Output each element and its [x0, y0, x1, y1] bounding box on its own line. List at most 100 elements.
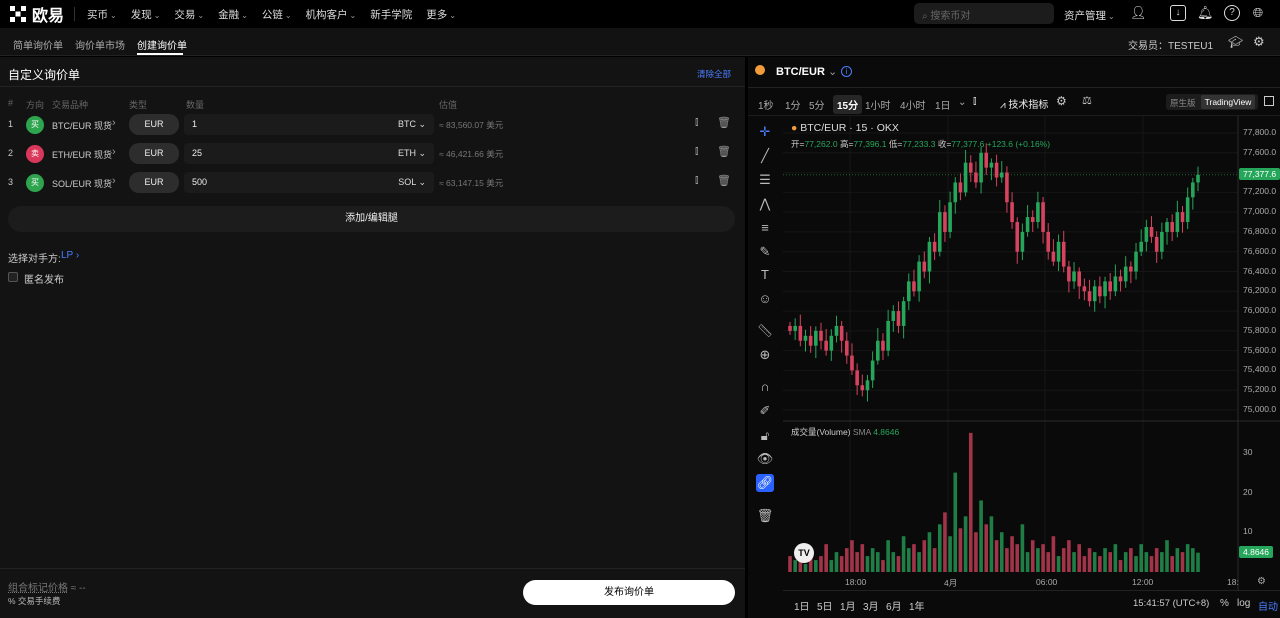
tradingview-logo[interactable]: TV	[794, 543, 814, 563]
leg-type-button[interactable]: EUR	[129, 114, 179, 135]
range-5[interactable]: 1年	[909, 602, 925, 613]
percent-scale-button[interactable]: %	[1220, 598, 1229, 609]
chevron-right-icon[interactable]: ›	[112, 146, 116, 158]
candle-chart-icon[interactable]: ⫾	[695, 116, 699, 128]
link-icon[interactable]: 🔗︎	[756, 474, 774, 492]
timeframe-5[interactable]: 4小时	[900, 101, 926, 112]
nav-item[interactable]: 发现 ⌄	[131, 7, 161, 22]
leg-row: 3 买 SOL/EUR 现货 › EUR 500 SOL ⌄ ≈ 63,147.1…	[0, 171, 745, 195]
range-2[interactable]: 1月	[840, 602, 856, 613]
leg-instrument[interactable]: BTC/EUR 现货	[52, 121, 113, 131]
counterparty-select[interactable]: LP ›	[61, 250, 79, 261]
nav-item[interactable]: 公链 ⌄	[262, 7, 292, 22]
trash-icon[interactable]: 🗑︎	[717, 175, 731, 187]
assets-menu[interactable]: 资产管理 ⌄	[1064, 8, 1115, 23]
brand-logo[interactable]: 欧易	[10, 2, 64, 26]
lock-icon[interactable]: 🔓︎	[760, 428, 770, 443]
chevron-right-icon[interactable]: ›	[112, 175, 116, 187]
candle-chart-icon[interactable]: ⫾	[695, 145, 699, 157]
crosshair-icon[interactable]: ✛	[759, 124, 771, 139]
fib-icon[interactable]: ≡	[761, 220, 769, 235]
gear-icon[interactable]: ⚙	[1253, 34, 1265, 49]
publish-rfq-button[interactable]: 发布询价单	[523, 580, 735, 605]
chart-settings-icon[interactable]: ⚙	[1056, 94, 1067, 108]
globe-icon[interactable]: 🌐︎	[1252, 5, 1264, 20]
range-0[interactable]: 1日	[794, 602, 810, 613]
zoom-in-icon[interactable]: ⊕	[759, 347, 771, 362]
log-scale-button[interactable]: log	[1237, 598, 1251, 609]
timeframe-2[interactable]: 5分	[809, 101, 825, 112]
anonymous-checkbox[interactable]	[8, 272, 18, 282]
tab-simple-rfq[interactable]: 简单询价单	[13, 41, 63, 52]
add-edit-legs-button[interactable]: 添加/编辑腿	[8, 206, 735, 232]
timeframe-1[interactable]: 1分	[785, 101, 801, 112]
leg-quantity-input[interactable]: 1 BTC ⌄	[184, 114, 434, 135]
tab-create-rfq[interactable]: 创建询价单	[137, 41, 187, 52]
fee-link[interactable]: % 交易手续费	[8, 596, 61, 606]
fullscreen-icon[interactable]	[1264, 96, 1274, 106]
leg-type-button[interactable]: EUR	[129, 172, 179, 193]
eye-icon[interactable]: 👁︎	[756, 451, 774, 466]
ruler-icon[interactable]: 📏︎	[756, 323, 774, 338]
timeframe-more-chevron-icon[interactable]: ⌄	[958, 97, 967, 108]
pair-selector[interactable]: BTC/EUR ⌄	[776, 65, 837, 78]
leg-side-badge[interactable]: 卖	[26, 145, 44, 163]
lock-drawing-icon[interactable]: ✐	[759, 403, 771, 418]
trash-icon[interactable]: 🗑︎	[717, 146, 731, 158]
nav-item[interactable]: 交易 ⌄	[174, 7, 204, 22]
leg-unit-select[interactable]: BTC ⌄	[397, 119, 426, 129]
volume-tick: 30	[1243, 446, 1253, 457]
view-native-button[interactable]: 原生版	[1170, 98, 1196, 108]
search-input[interactable]: ⌕ 搜索币对	[914, 3, 1054, 24]
candle-chart-icon[interactable]: ⫾	[695, 174, 699, 186]
leg-instrument[interactable]: ETH/EUR 现货	[52, 150, 113, 160]
leg-side-badge[interactable]: 买	[26, 116, 44, 134]
graduation-cap-icon[interactable]: 🎓︎	[1228, 35, 1244, 49]
view-tradingview-button[interactable]: TradingView	[1201, 95, 1255, 109]
leg-quantity-input[interactable]: 500 SOL ⌄	[184, 172, 434, 193]
leg-type-button[interactable]: EUR	[129, 143, 179, 164]
nav-item[interactable]: 新手学院	[370, 7, 412, 22]
brush-icon[interactable]: ✎	[759, 244, 771, 259]
indicators-button[interactable]: ⩘ 技术指标	[1000, 96, 1048, 111]
template-icon[interactable]: ⚖	[1082, 95, 1092, 107]
leg-unit-select[interactable]: SOL ⌄	[398, 177, 426, 187]
timeframe-6[interactable]: 1日	[935, 101, 951, 112]
range-1[interactable]: 5日	[817, 602, 833, 613]
leg-instrument[interactable]: SOL/EUR 现货	[52, 179, 113, 189]
leg-side-badge[interactable]: 买	[26, 174, 44, 192]
info-icon[interactable]: i	[841, 66, 852, 77]
trash-icon[interactable]: 🗑︎	[756, 508, 774, 523]
nav-item[interactable]: 更多 ⌄	[426, 7, 456, 22]
axis-settings-icon[interactable]: ⚙	[1257, 576, 1266, 587]
clear-all-link[interactable]: 清除全部	[697, 69, 732, 79]
trash-icon[interactable]: 🗑︎	[717, 117, 731, 129]
magnet-icon[interactable]: ∩	[760, 379, 770, 394]
range-4[interactable]: 6月	[886, 602, 902, 613]
download-icon[interactable]: ↓	[1170, 5, 1186, 21]
auto-scale-button[interactable]: 自动	[1258, 602, 1278, 613]
pitchfork-icon[interactable]: ⋀	[759, 196, 771, 211]
bell-icon[interactable]: 🔔︎	[1197, 5, 1214, 20]
nav-item[interactable]: 金融 ⌄	[218, 7, 248, 22]
range-3[interactable]: 3月	[863, 602, 879, 613]
nav-item[interactable]: 买币 ⌄	[87, 7, 117, 22]
header-quantity: 数量	[186, 100, 205, 110]
timeframe-0[interactable]: 1秒	[758, 101, 774, 112]
volume-bar	[1154, 548, 1159, 572]
tab-rfq-market[interactable]: 询价单市场	[75, 41, 125, 52]
leg-unit-select[interactable]: ETH ⌄	[397, 148, 426, 158]
chevron-right-icon[interactable]: ›	[112, 117, 116, 129]
user-icon[interactable]: 👤︎	[1130, 5, 1147, 20]
candle-type-icon[interactable]: ⫾	[973, 95, 977, 107]
trend-line-icon[interactable]: ╱	[761, 148, 769, 163]
leg-quantity-input[interactable]: 25 ETH ⌄	[184, 143, 434, 164]
parallel-lines-icon[interactable]: ☰	[759, 172, 771, 187]
nav-item[interactable]: 机构客户 ⌄	[306, 7, 357, 22]
timeframe-3[interactable]: 15分	[833, 95, 863, 114]
emoji-icon[interactable]: ☺	[758, 291, 772, 306]
help-icon[interactable]: ?	[1224, 5, 1240, 21]
timeframe-4[interactable]: 1小时	[865, 101, 891, 112]
text-icon[interactable]: T	[761, 267, 769, 282]
